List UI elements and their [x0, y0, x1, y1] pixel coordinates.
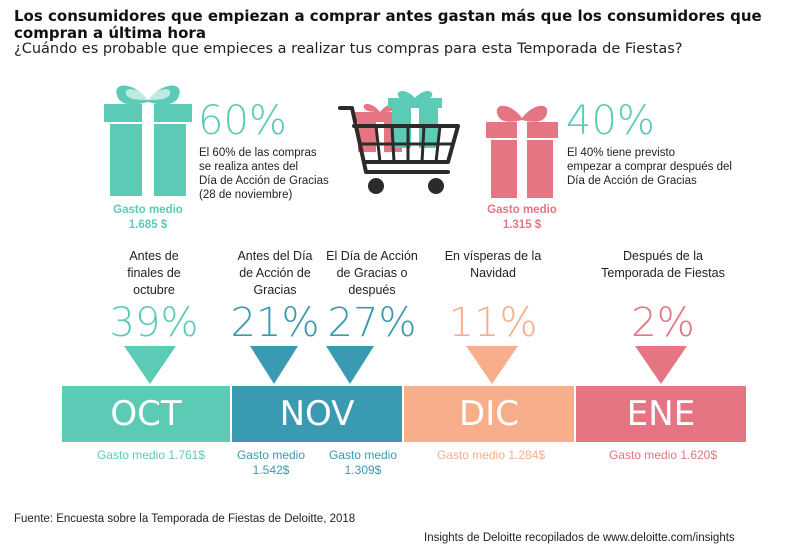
period-spend: Gasto medio 1.761$ [76, 448, 226, 463]
period-spend-line: 1.309$ [344, 463, 382, 477]
page-subtitle: ¿Cuándo es probable que empieces a reali… [14, 41, 683, 57]
period-pct: 27% [327, 300, 417, 346]
period-pct: 21% [230, 300, 320, 346]
period-column: En vísperas de la Navidad 11% [430, 248, 556, 346]
period-column: Antes del Día de Acción de Gracias 21% [222, 248, 328, 346]
period-column: Después de la Temporada de Fiestas 2% [586, 248, 740, 346]
period-label-line: Temporada de Fiestas [601, 266, 725, 280]
month-ene: ENE [576, 386, 746, 442]
down-arrow-icon [250, 346, 298, 384]
period-column: Antes de finales de octubre 39% [92, 248, 216, 346]
period-spend-line: Gasto medio [236, 448, 306, 462]
period-label: Antes del Día de Acción de Gracias [222, 248, 328, 300]
period-spend: Gasto medio 1.309$ [318, 448, 408, 478]
period-label-line: Antes de [129, 249, 179, 263]
period-spend: Gasto medio 1.620$ [588, 448, 738, 463]
after-pct: 40% [566, 98, 655, 144]
period-pct: 2% [631, 300, 695, 346]
period-label: En vísperas de la Navidad [430, 248, 556, 300]
before-desc-line: El 60% de las compras [199, 147, 317, 159]
after-spend-value: 1.315 $ [502, 219, 542, 231]
period-spend-line: 1.542$ [252, 463, 290, 477]
period-label: Después de la Temporada de Fiestas [586, 248, 740, 300]
period-pct: 11% [448, 300, 538, 346]
period-spend-line: Gasto medio 1.284$ [436, 448, 546, 462]
down-arrow-icon [466, 346, 518, 384]
period-spend-line: Gasto medio 1.620$ [608, 448, 718, 462]
period-label-line: Gracias [253, 283, 297, 297]
period-label-line: octubre [133, 283, 175, 297]
after-desc: El 40% tiene previsto empezar a comprar … [567, 146, 767, 188]
before-desc-line: (28 de noviembre) [199, 189, 293, 201]
arrow-markers [124, 346, 687, 384]
month-dic: DIC [404, 386, 574, 442]
period-label-line: Después de la [623, 249, 703, 263]
period-label-line: El Día de Acción [326, 249, 418, 263]
period-label-line: Navidad [470, 266, 516, 280]
page-title: Los consumidores que empiezan a comprar … [14, 7, 762, 42]
period-column: El Día de Acción de Gracias o después 27… [318, 248, 426, 346]
source-note: Fuente: Encuesta sobre la Temporada de F… [14, 513, 356, 525]
shopping-cart-icon [338, 91, 460, 194]
period-label-line: de Acción de [239, 266, 311, 280]
before-spend-label: Gasto medio [113, 204, 183, 216]
period-label-line: En vísperas de la [444, 249, 542, 263]
period-spend: Gasto medio 1.284$ [416, 448, 566, 463]
period-label-line: finales de [127, 266, 181, 280]
before-desc: El 60% de las compras se realiza antes d… [199, 146, 339, 202]
before-desc-line: se realiza antes del [199, 161, 299, 173]
down-arrow-icon [635, 346, 687, 384]
down-arrow-icon [326, 346, 374, 384]
period-spend-line: Gasto medio 1.761$ [96, 448, 206, 462]
period-label: El Día de Acción de Gracias o después [318, 248, 426, 300]
before-pct: 60% [198, 98, 287, 144]
before-spend-value: 1.685 $ [128, 219, 168, 231]
period-spend-line: Gasto medio [328, 448, 398, 462]
before-desc-line: Día de Acción de Gracias [199, 175, 329, 187]
after-desc-line: Día de Acción de Gracias [567, 175, 697, 187]
after-desc-line: El 40% tiene previsto [567, 147, 676, 159]
period-spend: Gasto medio 1.542$ [226, 448, 316, 478]
after-spend-label: Gasto medio [487, 204, 557, 216]
credit-note: Insights de Deloitte recopilados de www.… [424, 532, 735, 544]
period-label-line: después [348, 283, 396, 297]
month-oct: OCT [62, 386, 230, 442]
period-label: Antes de finales de octubre [92, 248, 216, 300]
period-pct: 39% [109, 300, 199, 346]
month-nov: NOV [232, 386, 402, 442]
gift-box-icon [104, 85, 192, 196]
after-desc-line: empezar a comprar después del [567, 161, 732, 173]
gift-box-icon [486, 105, 558, 198]
period-label-line: de Gracias o [336, 266, 408, 280]
period-label-line: Antes del Día [237, 249, 313, 263]
down-arrow-icon [124, 346, 176, 384]
